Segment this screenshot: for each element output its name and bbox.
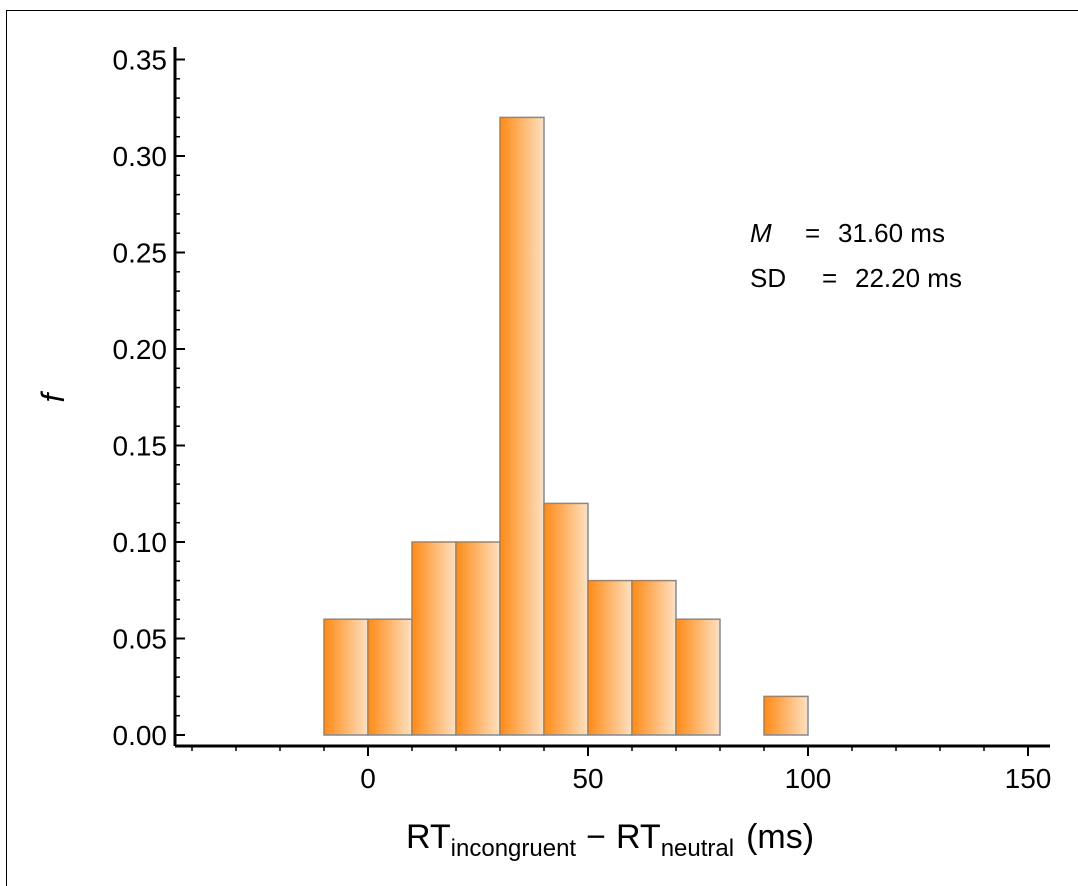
x-tick-label: 100 (785, 763, 832, 794)
bars-group (323, 116, 809, 736)
y-tick-label: 0.00 (113, 720, 168, 751)
sd-value: 22.20 ms (855, 263, 962, 293)
histogram-bar (543, 502, 589, 736)
ticks-group: 0.00 0.05 0.10 0.15 0.20 0.25 0.30 0.35 0 50 100 15… (113, 45, 1052, 795)
stats-annotation: M = 31.60 ms SD = 22.20 ms (750, 218, 962, 293)
histogram-bar (499, 116, 545, 736)
y-tick-label: 0.10 (113, 527, 168, 558)
histogram-bar (367, 618, 413, 736)
axes-group (173, 47, 1050, 748)
mean-value: 31.60 ms (838, 218, 945, 248)
histogram-bar (455, 541, 501, 736)
x-tick-label: 0 (360, 763, 376, 794)
y-tick-label: 0.25 (113, 238, 168, 269)
histogram-bar (411, 541, 457, 736)
x-tick-label: 50 (572, 763, 603, 794)
x-axis-label: RTincongruent − RTneutral (ms) (406, 818, 814, 862)
figure-frame (6, 10, 1078, 886)
histogram-bar (675, 618, 721, 736)
y-axis-label: f (35, 390, 71, 402)
x-tick-label: 150 (1005, 763, 1052, 794)
mean-label: M (750, 218, 772, 248)
sd-equals: = (822, 263, 837, 293)
y-tick-label: 0.30 (113, 141, 168, 172)
sd-label: SD (750, 263, 786, 293)
y-tick-label: 0.20 (113, 334, 168, 365)
y-tick-label: 0.15 (113, 431, 168, 462)
mean-equals: = (805, 218, 820, 248)
histogram-bar (631, 579, 677, 736)
histogram-bar (587, 579, 633, 736)
histogram-bar (763, 695, 809, 736)
y-tick-label: 0.35 (113, 45, 168, 76)
y-tick-label: 0.05 (113, 624, 168, 655)
histogram-bar (323, 618, 369, 736)
